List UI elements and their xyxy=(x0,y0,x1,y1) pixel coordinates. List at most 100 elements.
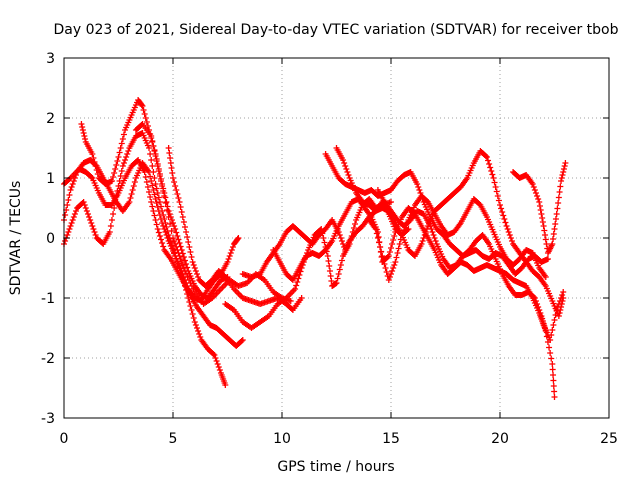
data-point-plus-marker xyxy=(118,140,125,147)
data-point-plus-marker xyxy=(169,170,176,176)
data-point-plus-marker xyxy=(186,299,193,305)
data-point-plus-marker xyxy=(239,337,246,343)
data-point-plus-marker xyxy=(542,236,549,243)
data-point-plus-marker xyxy=(531,187,538,193)
data-point-plus-marker xyxy=(490,175,497,181)
data-point-plus-marker xyxy=(84,211,91,217)
data-point-plus-marker xyxy=(150,187,157,193)
data-point-plus-marker xyxy=(485,157,492,164)
data-point-plus-marker xyxy=(161,193,168,199)
data-point-plus-marker xyxy=(165,145,172,151)
data-point-plus-marker xyxy=(170,175,176,181)
data-point-plus-marker xyxy=(62,238,69,244)
data-point-plus-marker xyxy=(119,136,126,142)
data-point-plus-marker xyxy=(390,265,397,271)
data-point-plus-marker xyxy=(88,220,95,226)
data-point-plus-marker xyxy=(293,282,300,289)
data-point-plus-marker xyxy=(149,182,156,189)
data-point-plus-marker xyxy=(172,226,179,232)
data-point-plus-marker xyxy=(152,196,159,202)
data-point-plus-marker xyxy=(227,250,234,256)
data-point-plus-marker xyxy=(420,235,427,241)
data-point-plus-marker xyxy=(421,232,428,238)
data-point-plus-marker xyxy=(89,223,96,229)
data-point-plus-marker xyxy=(389,241,396,247)
data-point-plus-marker xyxy=(190,315,197,321)
data-point-plus-marker xyxy=(554,205,561,212)
data-point-plus-marker xyxy=(64,232,71,238)
data-point-plus-marker xyxy=(550,377,557,384)
data-point-plus-marker xyxy=(120,131,127,138)
x-tick-label: 5 xyxy=(169,431,178,447)
data-point-plus-marker xyxy=(183,229,190,235)
data-point-plus-marker xyxy=(238,338,245,344)
data-point-plus-marker xyxy=(70,178,77,184)
data-point-plus-marker xyxy=(561,163,568,169)
data-point-plus-marker xyxy=(127,195,134,201)
data-point-plus-marker xyxy=(327,273,334,279)
data-point-plus-marker xyxy=(160,188,167,194)
data-point-plus-marker xyxy=(148,199,155,205)
data-point-plus-marker xyxy=(431,235,438,241)
data-point-plus-marker xyxy=(534,301,541,307)
data-point-plus-marker xyxy=(195,328,202,334)
data-point-plus-marker xyxy=(551,226,558,232)
data-point-plus-marker xyxy=(88,174,95,180)
data-point-plus-marker xyxy=(502,219,509,226)
data-point-plus-marker xyxy=(552,216,559,222)
data-point-plus-marker xyxy=(146,145,153,151)
data-point-plus-marker xyxy=(71,211,78,217)
data-point-plus-marker xyxy=(150,143,157,149)
grid-lines xyxy=(64,58,609,418)
data-point-plus-marker xyxy=(146,169,153,175)
data-point-plus-marker xyxy=(212,355,219,361)
data-point-plus-marker xyxy=(171,223,178,229)
data-point-plus-marker xyxy=(389,268,396,274)
data-point-plus-marker xyxy=(168,217,175,223)
data-point-plus-marker xyxy=(385,277,392,283)
data-point-plus-marker xyxy=(298,295,305,301)
data-point-plus-marker xyxy=(113,162,120,168)
data-point-plus-marker xyxy=(124,151,131,157)
data-point-plus-marker xyxy=(122,157,129,163)
data-point-plus-marker xyxy=(558,175,565,181)
data-point-plus-marker xyxy=(338,238,345,244)
data-point-plus-marker xyxy=(320,235,327,241)
y-axis-label: SDTVAR / TECUs xyxy=(8,181,24,296)
y-tick-label: -2 xyxy=(41,351,55,367)
data-point-plus-marker xyxy=(483,154,490,160)
data-point-plus-marker xyxy=(154,204,161,210)
data-point-plus-marker xyxy=(123,154,130,160)
data-point-plus-marker xyxy=(181,268,188,274)
data-point-plus-marker xyxy=(492,184,499,190)
data-point-plus-marker xyxy=(172,183,179,189)
data-point-plus-marker xyxy=(391,262,398,268)
data-point-plus-marker xyxy=(115,154,122,160)
data-point-plus-marker xyxy=(156,212,163,218)
data-point-plus-marker xyxy=(178,259,185,265)
data-point-plus-marker xyxy=(153,185,160,192)
data-point-plus-marker xyxy=(556,310,563,316)
series-arc-3 xyxy=(61,157,242,304)
data-point-plus-marker xyxy=(65,197,72,203)
data-point-plus-marker xyxy=(174,191,181,197)
data-point-plus-marker xyxy=(154,190,161,196)
data-point-plus-marker xyxy=(147,151,154,157)
data-point-plus-marker xyxy=(147,173,154,180)
data-point-plus-marker xyxy=(181,224,188,230)
series-arc-13 xyxy=(366,193,549,283)
data-point-plus-marker xyxy=(166,150,173,156)
data-point-plus-marker xyxy=(430,232,437,238)
data-point-plus-marker xyxy=(542,232,549,238)
data-point-plus-marker xyxy=(391,233,398,239)
data-point-plus-marker xyxy=(343,166,350,172)
data-point-plus-marker xyxy=(146,189,153,195)
data-point-plus-marker xyxy=(129,187,136,193)
data-point-plus-marker xyxy=(176,253,183,259)
data-point-plus-marker xyxy=(159,183,166,189)
data-point-plus-marker xyxy=(337,235,344,241)
data-point-plus-marker xyxy=(419,238,426,244)
data-point-plus-marker xyxy=(189,311,196,317)
data-point-plus-marker xyxy=(234,236,241,242)
data-point-plus-marker xyxy=(128,191,135,197)
